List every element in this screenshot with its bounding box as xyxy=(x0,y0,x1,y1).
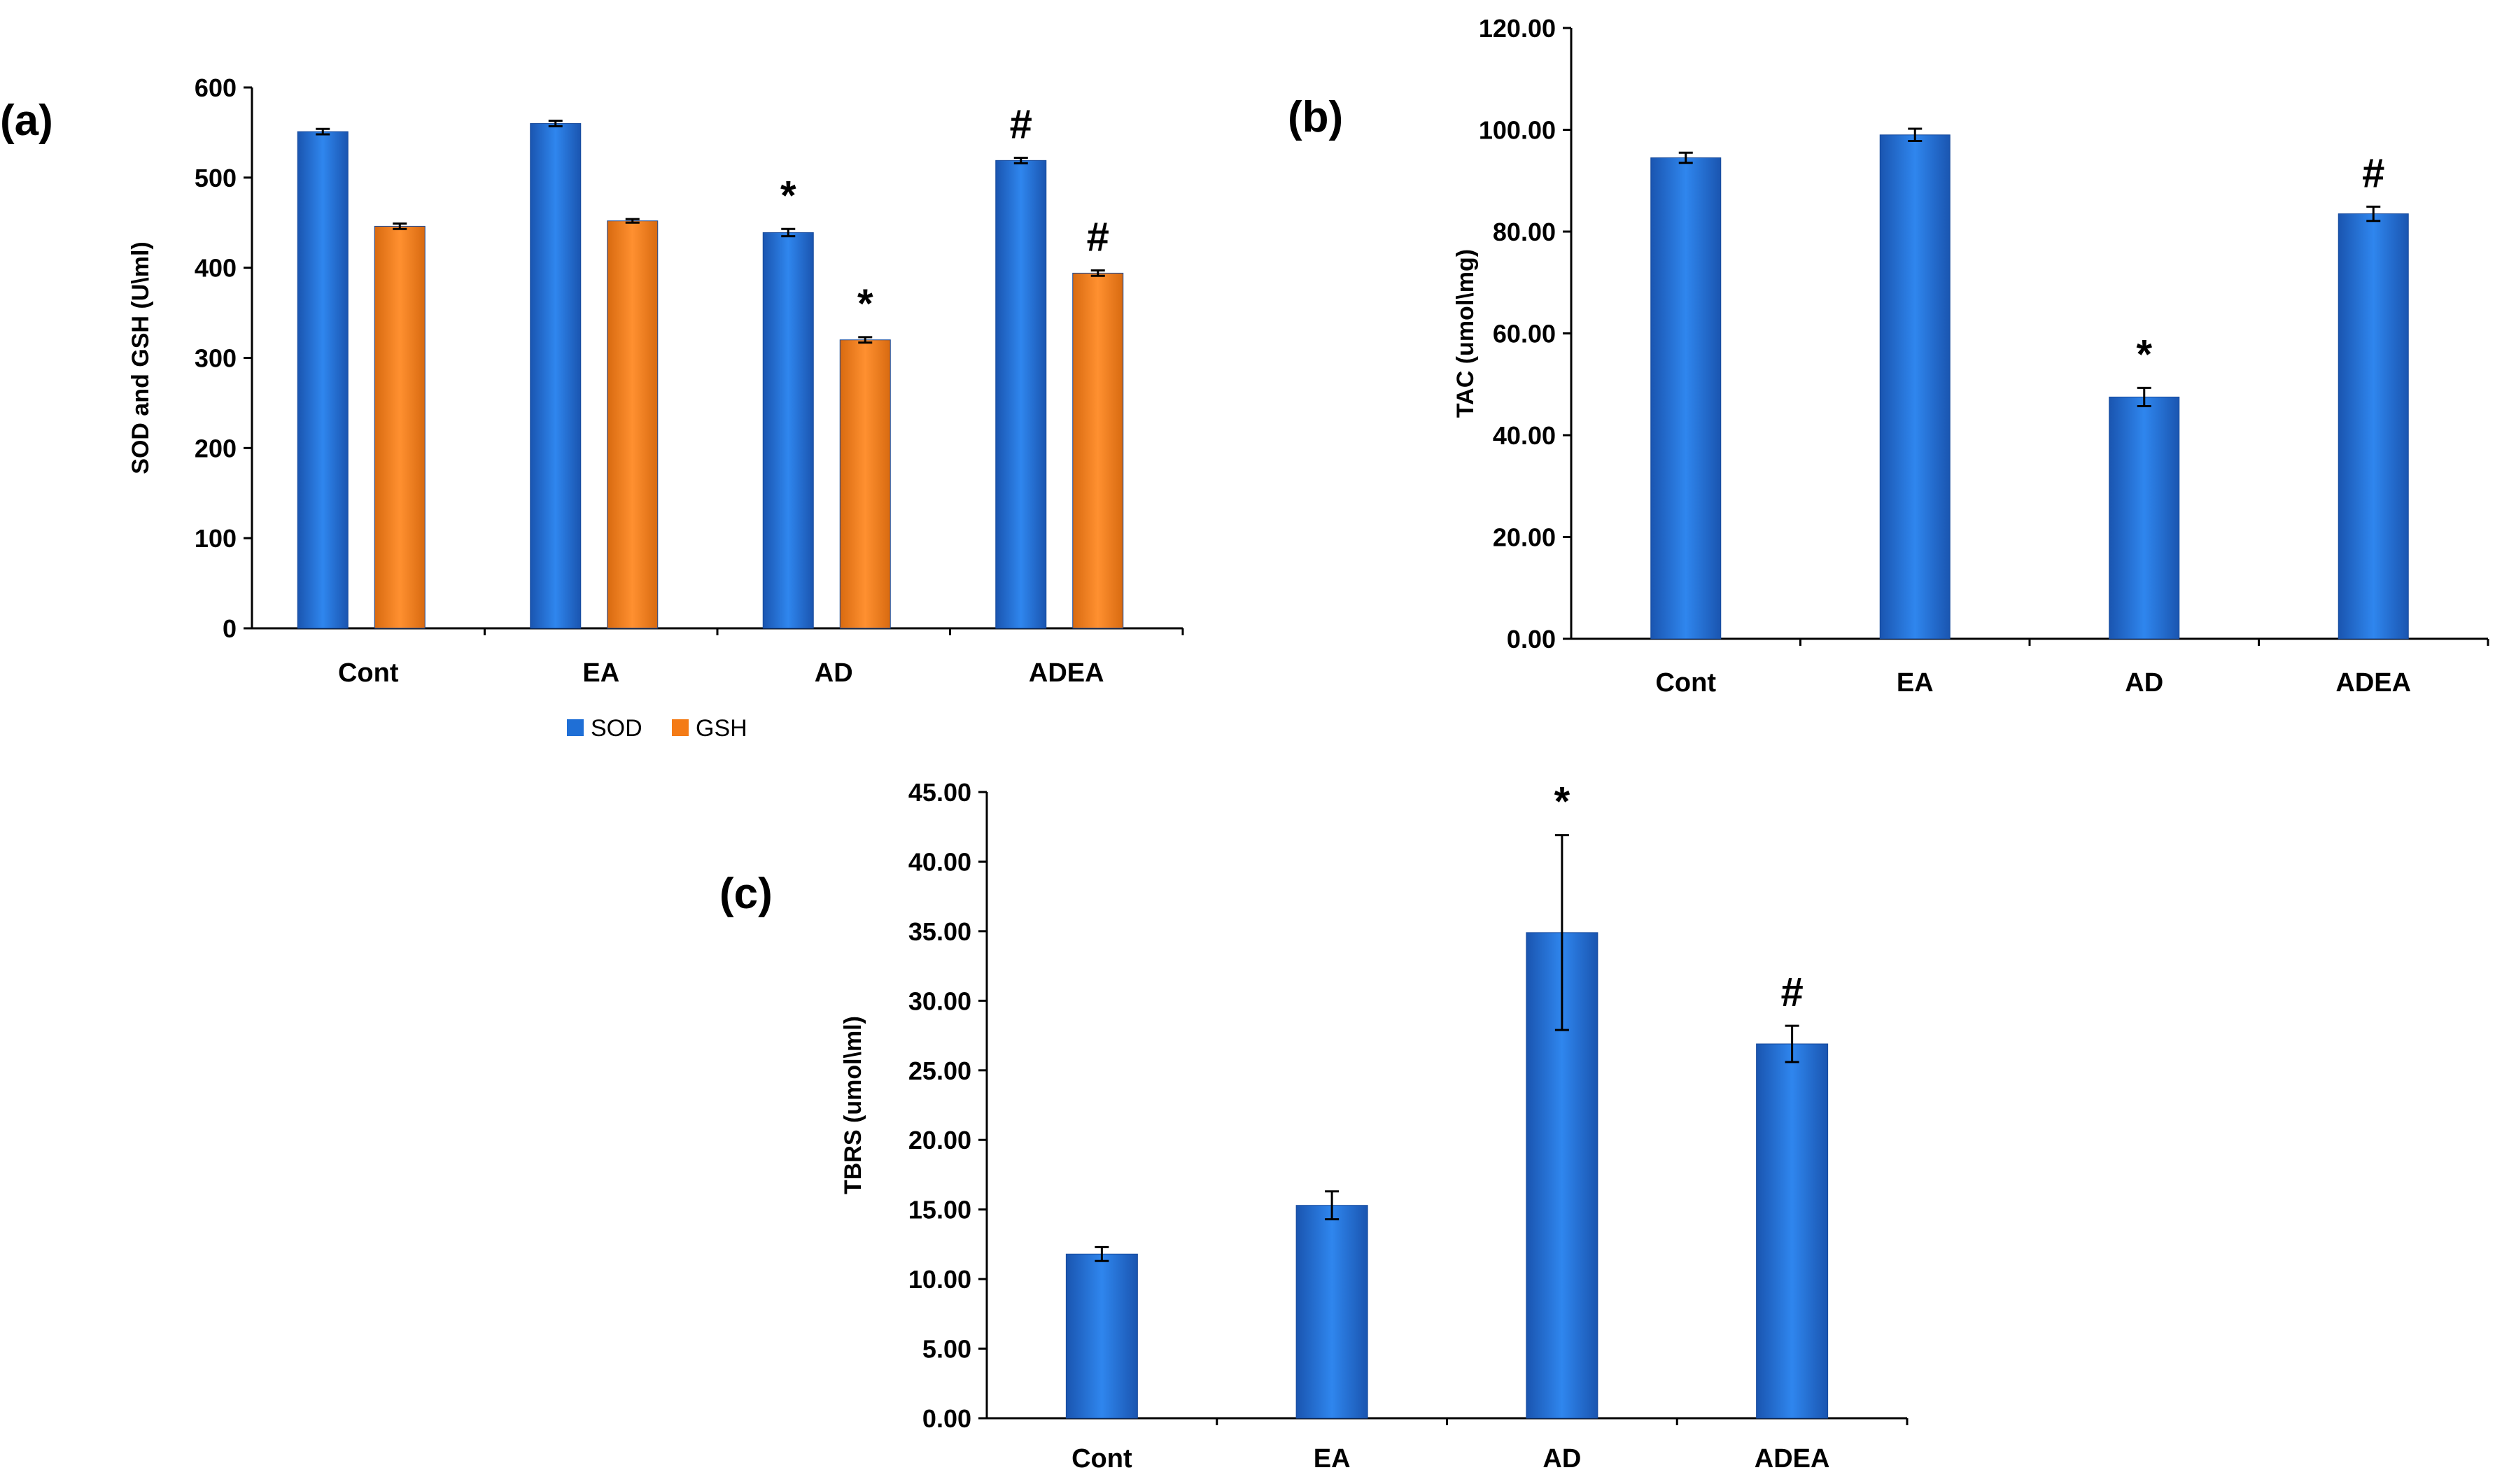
x-tick-label: ADEA xyxy=(1755,1444,1830,1474)
y-tick-label: 25.00 xyxy=(908,1057,971,1085)
y-tick-label: 600 xyxy=(195,73,237,102)
bar xyxy=(530,123,582,629)
significance-mark: * xyxy=(2136,332,2152,377)
x-tick-label: ADEA xyxy=(2335,668,2411,698)
panel-label: (b) xyxy=(1288,93,1343,141)
y-tick-label: 60.00 xyxy=(1493,320,1556,348)
x-tick-label: ADEA xyxy=(1029,658,1104,688)
y-tick-label: 35.00 xyxy=(908,917,971,946)
panel-label: (c) xyxy=(719,870,773,918)
x-tick-label: EA xyxy=(582,658,619,688)
y-axis-label: SOD and GSH (U\ml) xyxy=(127,241,154,474)
y-tick-label: 5.00 xyxy=(922,1335,971,1364)
legend-swatch xyxy=(672,719,689,736)
significance-mark: # xyxy=(1087,215,1109,260)
x-tick-label: EA xyxy=(1897,668,1934,698)
bar xyxy=(839,339,891,629)
significance-mark: # xyxy=(1010,101,1032,147)
y-tick-label: 500 xyxy=(195,164,237,192)
significance-mark: * xyxy=(1554,779,1570,825)
bar xyxy=(1295,1205,1368,1419)
bar xyxy=(1072,272,1124,629)
y-tick-label: 20.00 xyxy=(908,1126,971,1154)
significance-mark: # xyxy=(1780,970,1803,1015)
y-tick-label: 45.00 xyxy=(908,778,971,807)
y-tick-label: 80.00 xyxy=(1493,218,1556,246)
legend-swatch xyxy=(567,719,584,736)
legend-label: GSH xyxy=(696,715,747,742)
significance-mark: # xyxy=(2362,150,2384,196)
x-tick-label: AD xyxy=(2125,668,2163,698)
x-tick-label: AD xyxy=(1542,1444,1581,1474)
bar xyxy=(1650,157,1722,639)
chart-panel-c: (c) 0.00 5.00 10.00 15.00 20.00 25.00 30.00 35.0… xyxy=(719,778,1909,1474)
y-tick-label: 400 xyxy=(195,254,237,283)
bar xyxy=(607,220,659,629)
y-tick-label: 15.00 xyxy=(908,1196,971,1224)
chart-panel-a: (a) 0 100 200 300 400 500 600 SOD and GSH (U\ml)… xyxy=(0,73,1184,742)
y-axis-label: TBRS (umol\ml) xyxy=(840,1016,866,1194)
x-tick-label: AD xyxy=(815,658,853,688)
significance-mark: * xyxy=(780,173,796,218)
bar xyxy=(1756,1043,1829,1419)
y-tick-label: 10.00 xyxy=(908,1265,971,1294)
significance-mark: * xyxy=(857,281,873,327)
y-tick-label: 300 xyxy=(195,344,237,373)
bar xyxy=(1065,1253,1138,1419)
y-tick-label: 20.00 xyxy=(1493,523,1556,552)
bar xyxy=(1879,134,1951,639)
x-tick-label: Cont xyxy=(338,658,399,688)
bar xyxy=(374,225,426,629)
y-tick-label: 200 xyxy=(195,434,237,462)
bar xyxy=(297,131,349,629)
bar xyxy=(995,160,1047,629)
bar xyxy=(2338,213,2409,639)
y-tick-label: 30.00 xyxy=(908,987,971,1015)
y-tick-label: 100.00 xyxy=(1479,116,1556,145)
x-tick-label: Cont xyxy=(1655,668,1716,698)
panel-label: (a) xyxy=(0,97,53,145)
y-axis-label: TAC (umol\mg) xyxy=(1452,249,1479,418)
y-tick-label: 0.00 xyxy=(922,1404,971,1433)
y-tick-label: 0.00 xyxy=(1507,625,1556,653)
chart-panel-b: (b) 0.00 20.00 40.00 60.00 80.00 100.00 120.00 T… xyxy=(1288,14,2489,698)
y-tick-label: 40.00 xyxy=(908,847,971,876)
x-tick-label: EA xyxy=(1314,1444,1351,1474)
y-tick-label: 40.00 xyxy=(1493,421,1556,450)
bar xyxy=(762,232,814,629)
y-tick-label: 0 xyxy=(223,614,237,643)
y-tick-label: 120.00 xyxy=(1479,14,1556,43)
bar xyxy=(2109,396,2180,639)
legend-label: SOD xyxy=(591,715,642,742)
x-tick-label: Cont xyxy=(1071,1444,1132,1474)
y-tick-label: 100 xyxy=(195,524,237,553)
